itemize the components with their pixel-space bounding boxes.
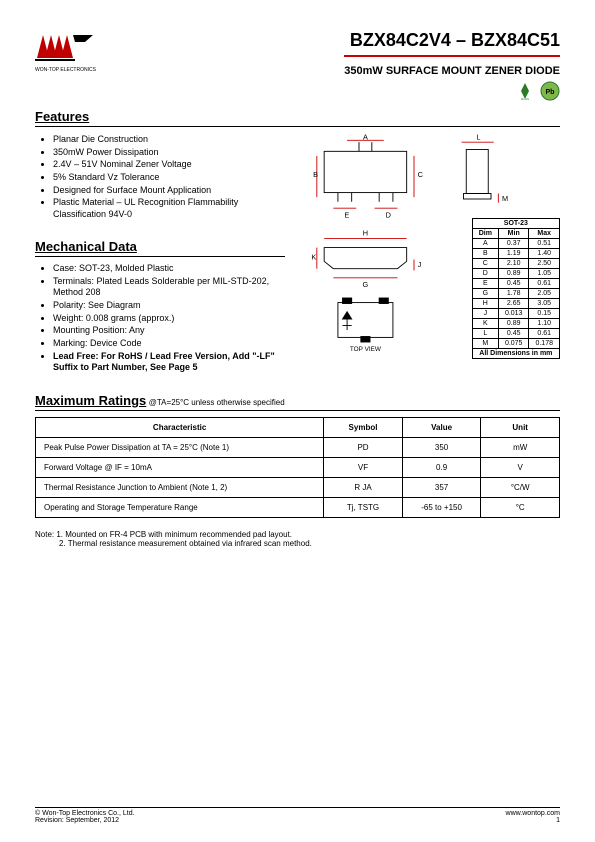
max-row: Peak Pulse Power Dissipation at TA = 25°…: [36, 438, 560, 458]
feature-item: 350mW Power Dissipation: [53, 147, 285, 159]
footer-url: www.wontop.com: [506, 810, 560, 817]
dim-head: Dim: [472, 229, 498, 239]
svg-text:D: D: [386, 210, 391, 219]
feature-item: 2.4V – 51V Nominal Zener Voltage: [53, 159, 285, 171]
svg-text:Pb: Pb: [546, 89, 555, 96]
top-view-label: TOP VIEW: [350, 346, 382, 353]
features-rule: [35, 126, 560, 127]
svg-text:L: L: [476, 133, 480, 141]
title-rule: [344, 55, 560, 57]
dim-row: C2.102.50: [472, 259, 559, 269]
company-name: WON-TOP ELECTRONICS: [35, 67, 96, 73]
dim-table-foot: All Dimensions in mm: [472, 349, 559, 359]
dim-row: E0.450.61: [472, 279, 559, 289]
max-row: Thermal Resistance Junction to Ambient (…: [36, 478, 560, 498]
max-ratings-cond: @TA=25°C unless otherwise specified: [149, 398, 285, 407]
svg-text:E: E: [344, 210, 349, 219]
compliance-badges: RoHS Pb: [344, 81, 560, 103]
footer-rule: [35, 807, 560, 808]
feature-item: Designed for Surface Mount Application: [53, 185, 285, 197]
mechanical-item: Marking: Device Code: [53, 338, 285, 350]
features-heading: Features: [35, 109, 560, 124]
feature-item: Planar Die Construction: [53, 134, 285, 146]
dim-table-title: SOT-23: [472, 219, 559, 229]
dim-row: G1.782.05: [472, 289, 559, 299]
dim-row: J0.0130.15: [472, 309, 559, 319]
max-head: Symbol: [324, 418, 403, 438]
mechanical-item: Terminals: Plated Leads Solderable per M…: [53, 276, 285, 299]
notes-prefix: Note:: [35, 530, 54, 539]
svg-text:H: H: [363, 229, 368, 238]
max-head: Characteristic: [36, 418, 324, 438]
svg-text:K: K: [311, 253, 316, 262]
footer-page: 1: [506, 817, 560, 824]
max-ratings-heading: Maximum Ratings: [35, 393, 146, 408]
mechanical-rule: [35, 256, 285, 257]
features-list: Planar Die Construction 350mW Power Diss…: [35, 134, 285, 221]
note-2: 2. Thermal resistance measurement obtain…: [59, 539, 312, 548]
max-row: Forward Voltage @ IF = 10mA VF 0.9 V: [36, 458, 560, 478]
max-head: Value: [402, 418, 481, 438]
feature-item: Plastic Material – UL Recognition Flamma…: [53, 197, 285, 220]
product-subtitle: 350mW SURFACE MOUNT ZENER DIODE: [344, 65, 560, 77]
footer-copyright: © Won-Top Electronics Co., Ltd.: [35, 810, 135, 817]
dim-head: Min: [498, 229, 529, 239]
dim-row: K0.891.10: [472, 319, 559, 329]
note-1: 1. Mounted on FR-4 PCB with minimum reco…: [56, 530, 292, 539]
dim-row: L0.450.61: [472, 329, 559, 339]
svg-text:RoHS: RoHS: [521, 97, 529, 101]
mechanical-item: Weight: 0.008 grams (approx.): [53, 313, 285, 325]
dim-head: Max: [529, 229, 560, 239]
mechanical-list: Case: SOT-23, Molded Plastic Terminals: …: [35, 263, 285, 374]
footer-revision: Revision: September, 2012: [35, 817, 135, 824]
max-ratings-table: Characteristic Symbol Value Unit Peak Pu…: [35, 417, 560, 518]
max-ratings-rule: [35, 410, 560, 411]
dim-row: B1.191.40: [472, 249, 559, 259]
dim-row: M0.0750.178: [472, 339, 559, 349]
mechanical-item: Case: SOT-23, Molded Plastic: [53, 263, 285, 275]
company-logo-block: WON-TOP ELECTRONICS: [35, 30, 96, 73]
rohs-badge-icon: RoHS: [515, 81, 535, 101]
svg-text:C: C: [418, 170, 424, 179]
mechanical-heading: Mechanical Data: [35, 239, 285, 254]
max-head: Unit: [481, 418, 560, 438]
page-footer: © Won-Top Electronics Co., Ltd. Revision…: [35, 807, 560, 824]
dim-row: H2.653.05: [472, 299, 559, 309]
part-number-title: BZX84C2V4 – BZX84C51: [344, 30, 560, 51]
title-block: BZX84C2V4 – BZX84C51 350mW SURFACE MOUNT…: [344, 30, 560, 103]
svg-text:B: B: [313, 170, 318, 179]
svg-text:M: M: [502, 194, 508, 203]
dim-row: A0.370.51: [472, 239, 559, 249]
mechanical-item: Mounting Position: Any: [53, 325, 285, 337]
svg-text:G: G: [363, 280, 369, 289]
dimensions-table: SOT-23 Dim Min Max A0.370.51 B1.191.40 C…: [472, 218, 560, 359]
max-row: Operating and Storage Temperature Range …: [36, 498, 560, 518]
mechanical-item: Polarity: See Diagram: [53, 300, 285, 312]
company-logo-icon: [35, 30, 95, 65]
svg-text:A: A: [363, 133, 368, 141]
page-header: WON-TOP ELECTRONICS BZX84C2V4 – BZX84C51…: [35, 30, 560, 103]
feature-item: 5% Standard Vz Tolerance: [53, 172, 285, 184]
lead-free-note: Lead Free: For RoHS / Lead Free Version,…: [53, 351, 285, 374]
dim-row: D0.891.05: [472, 269, 559, 279]
pb-free-badge-icon: Pb: [540, 81, 560, 101]
notes-block: Note: 1. Mounted on FR-4 PCB with minimu…: [35, 530, 560, 548]
svg-text:J: J: [418, 260, 422, 269]
